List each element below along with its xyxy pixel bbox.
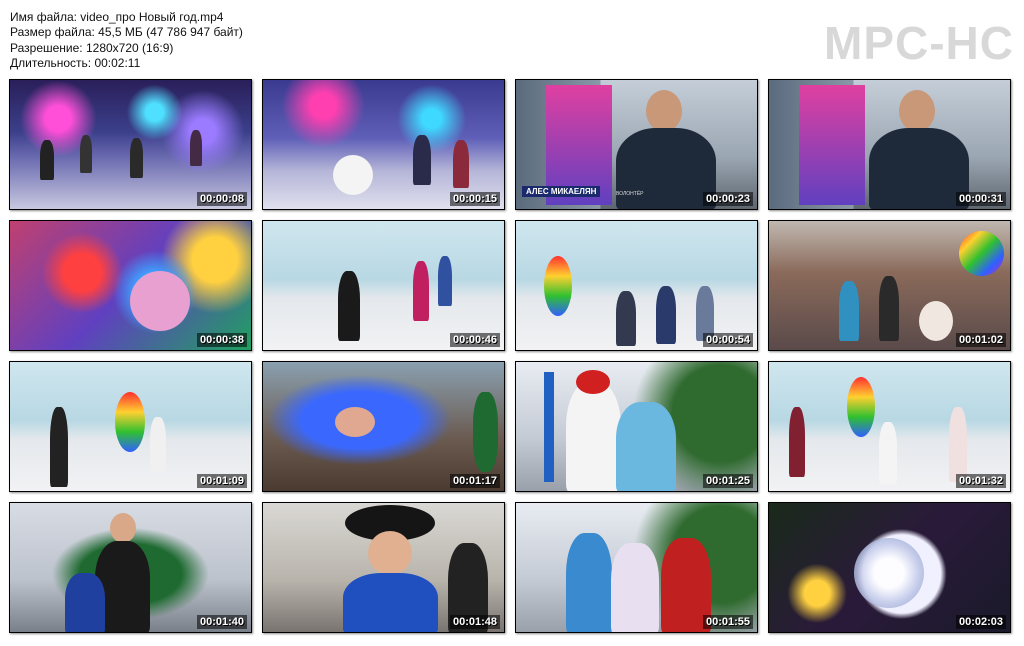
caption-name: АЛЕС МИКАЕЛЯН	[522, 186, 601, 197]
thumbnail: 00:00:54	[515, 220, 758, 351]
file-size-line: Размер файла: 45,5 МБ (47 786 947 байт)	[10, 25, 243, 40]
thumbnail: 00:01:40	[9, 502, 252, 633]
timestamp: 00:00:31	[955, 192, 1006, 206]
thumbnail-image	[263, 221, 504, 350]
thumbnail: 00:01:25	[515, 361, 758, 492]
thumbnail-image	[263, 362, 504, 491]
thumbnail: 00:01:02	[768, 220, 1011, 351]
timestamp: 00:00:08	[196, 192, 247, 206]
caption-role: ВОЛОНТЁР	[616, 191, 644, 197]
thumbnail: АЛЕС МИКАЕЛЯН ВОЛОНТЁР 00:00:23	[515, 79, 758, 210]
timestamp: 00:00:15	[449, 192, 500, 206]
thumbnail: 00:02:03	[768, 502, 1011, 633]
timestamp: 00:01:17	[449, 474, 500, 488]
file-name-line: Имя файла: video_про Новый год.mp4	[10, 10, 224, 24]
timestamp: 00:01:32	[955, 474, 1006, 488]
thumbnail: 00:00:46	[262, 220, 505, 351]
thumbnail-grid: 00:00:08 00:00:15 АЛЕС МИКАЕЛЯН ВОЛОНТЁР…	[9, 79, 1011, 633]
file-info: Имя файла: video_про Новый год.mp4 Разме…	[10, 10, 243, 72]
thumbnail-image	[10, 221, 251, 350]
thumbnail: 00:00:38	[9, 220, 252, 351]
thumbnail: 00:01:17	[262, 361, 505, 492]
thumbnail: 00:01:55	[515, 502, 758, 633]
timestamp: 00:00:46	[449, 333, 500, 347]
timestamp: 00:01:40	[196, 615, 247, 629]
thumbnail: 00:01:09	[9, 361, 252, 492]
duration-line: Длительность: 00:02:11	[10, 56, 141, 71]
timestamp: 00:00:23	[702, 192, 753, 206]
thumbnail: 00:00:08	[9, 79, 252, 210]
timestamp: 00:00:38	[196, 333, 247, 347]
mpc-hc-logo: MPC-HC	[824, 17, 1014, 69]
timestamp: 00:02:03	[955, 615, 1006, 629]
timestamp: 00:01:02	[955, 333, 1006, 347]
thumbnail: 00:01:48	[262, 502, 505, 633]
thumbnail: 00:00:31	[768, 79, 1011, 210]
timestamp: 00:01:48	[449, 615, 500, 629]
timestamp: 00:01:55	[702, 615, 753, 629]
resolution-line: Разрешение: 1280x720 (16:9)	[10, 40, 174, 55]
thumbnail: 00:00:15	[262, 79, 505, 210]
thumbnail-image	[263, 80, 504, 209]
timestamp: 00:00:54	[702, 333, 753, 347]
timestamp: 00:01:09	[196, 474, 247, 488]
timestamp: 00:01:25	[702, 474, 753, 488]
thumbnail: 00:01:32	[768, 361, 1011, 492]
